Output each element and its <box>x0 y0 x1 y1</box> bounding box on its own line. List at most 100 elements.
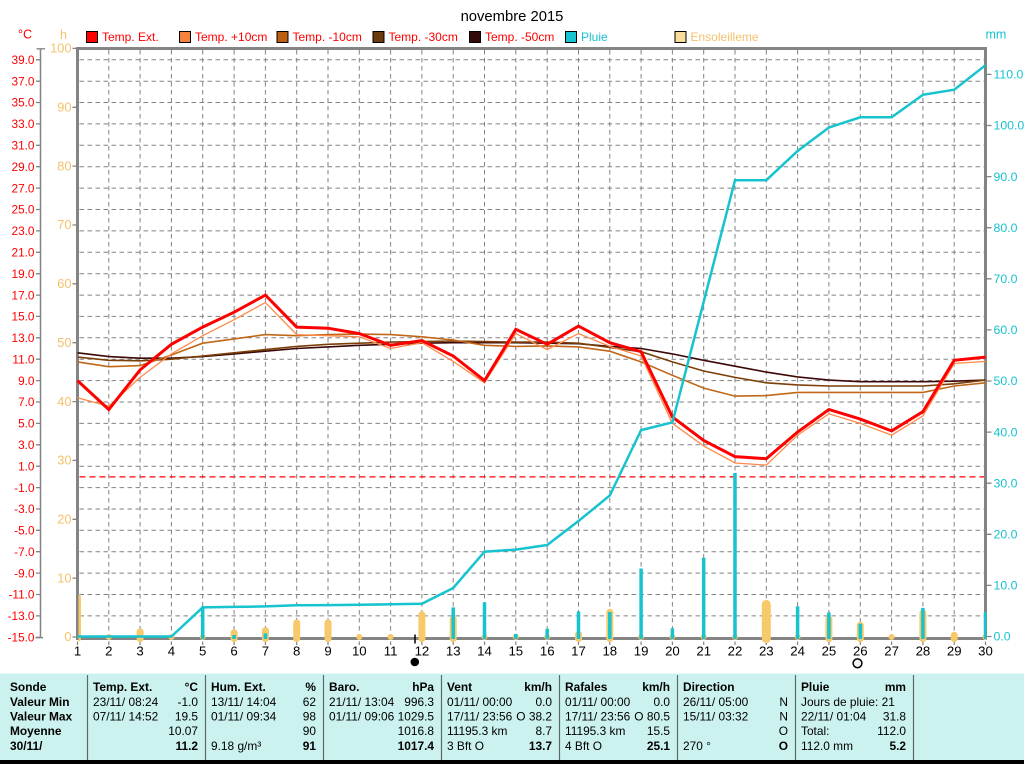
svg-text:90.0: 90.0 <box>994 170 1018 184</box>
svg-text:50: 50 <box>57 335 71 350</box>
svg-text:30: 30 <box>57 453 71 468</box>
svg-text:1029.5: 1029.5 <box>398 710 435 724</box>
svg-text:98: 98 <box>303 710 317 724</box>
svg-text:100: 100 <box>50 41 71 56</box>
svg-text:-3.0: -3.0 <box>14 502 35 516</box>
svg-text:996.3: 996.3 <box>404 695 434 709</box>
svg-text:Direction: Direction <box>683 680 735 694</box>
svg-text:Temp. Ext.: Temp. Ext. <box>102 30 159 44</box>
svg-text:10: 10 <box>352 644 367 659</box>
svg-text:31.0: 31.0 <box>12 139 35 153</box>
svg-text:Hum. Ext.: Hum. Ext. <box>211 680 266 694</box>
svg-text:Rafales: Rafales <box>565 680 608 694</box>
svg-text:km/h: km/h <box>642 680 670 694</box>
svg-text:13.0: 13.0 <box>12 331 35 345</box>
svg-text:21: 21 <box>696 644 711 659</box>
svg-text:12: 12 <box>415 644 430 659</box>
svg-text:39.0: 39.0 <box>12 53 35 67</box>
svg-text:Temp. -50cm: Temp. -50cm <box>485 30 554 44</box>
svg-text:27.0: 27.0 <box>12 181 35 195</box>
svg-text:13/11/ 14:04: 13/11/ 14:04 <box>211 695 277 709</box>
svg-text:0.0: 0.0 <box>535 695 552 709</box>
svg-text:100.0: 100.0 <box>994 119 1024 133</box>
svg-text:19.5: 19.5 <box>175 710 199 724</box>
svg-text:13.7: 13.7 <box>529 739 553 753</box>
svg-text:O: O <box>779 724 788 738</box>
svg-text:270 °: 270 ° <box>683 739 711 753</box>
svg-text:15/11/ 03:32: 15/11/ 03:32 <box>683 710 749 724</box>
svg-text:°C: °C <box>18 28 32 42</box>
svg-text:-7.0: -7.0 <box>14 545 35 559</box>
svg-text:23/11/ 08:24: 23/11/ 08:24 <box>93 695 159 709</box>
svg-text:16: 16 <box>540 644 555 659</box>
svg-text:novembre 2015: novembre 2015 <box>461 9 564 25</box>
svg-text:26: 26 <box>853 644 868 659</box>
svg-text:31.8: 31.8 <box>883 710 907 724</box>
svg-text:30/11/: 30/11/ <box>10 739 43 753</box>
svg-text:90: 90 <box>303 724 317 738</box>
svg-text:N: N <box>779 710 788 724</box>
svg-text:25.1: 25.1 <box>647 739 671 753</box>
svg-text:24: 24 <box>790 644 805 659</box>
svg-text:-1.0: -1.0 <box>178 695 199 709</box>
svg-text:17/11/ 23:56: 17/11/ 23:56 <box>447 710 513 724</box>
svg-text:Vent: Vent <box>447 680 472 694</box>
svg-text:19: 19 <box>634 644 649 659</box>
svg-text:10: 10 <box>57 570 71 585</box>
svg-text:8: 8 <box>293 644 300 659</box>
svg-text:h: h <box>60 28 67 42</box>
svg-text:33.0: 33.0 <box>12 117 35 131</box>
svg-text:01/11/ 00:00: 01/11/ 00:00 <box>447 695 513 709</box>
svg-text:110.0: 110.0 <box>994 68 1024 82</box>
svg-text:20: 20 <box>57 512 71 527</box>
svg-text:5: 5 <box>199 644 206 659</box>
svg-text:Valeur Max: Valeur Max <box>10 710 73 724</box>
svg-text:-5.0: -5.0 <box>14 524 35 538</box>
svg-text:29: 29 <box>947 644 962 659</box>
svg-text:Temp. -30cm: Temp. -30cm <box>389 30 458 44</box>
svg-text:23.0: 23.0 <box>12 224 35 238</box>
svg-text:-11.0: -11.0 <box>8 588 34 602</box>
svg-text:Sonde: Sonde <box>10 680 47 694</box>
svg-text:10.0: 10.0 <box>994 579 1018 593</box>
svg-text:4: 4 <box>168 644 175 659</box>
svg-text:15.5: 15.5 <box>647 724 671 738</box>
svg-text:Jours de pluie: 21: Jours de pluie: 21 <box>801 695 895 709</box>
svg-text:70.0: 70.0 <box>994 272 1018 286</box>
svg-text:20.0: 20.0 <box>994 528 1018 542</box>
svg-text:20: 20 <box>665 644 680 659</box>
svg-text:6: 6 <box>230 644 237 659</box>
svg-text:Baro.: Baro. <box>329 680 359 694</box>
svg-text:4 Bft O: 4 Bft O <box>565 739 602 753</box>
svg-text:18: 18 <box>602 644 617 659</box>
svg-text:112.0: 112.0 <box>877 724 906 738</box>
svg-text:17.0: 17.0 <box>12 288 35 302</box>
svg-text:1.0: 1.0 <box>18 459 35 473</box>
svg-text:N: N <box>779 695 788 709</box>
svg-text:62: 62 <box>303 695 317 709</box>
svg-text:80: 80 <box>57 158 71 173</box>
svg-text:0.0: 0.0 <box>994 630 1011 644</box>
svg-text:27: 27 <box>884 644 899 659</box>
svg-text:-1.0: -1.0 <box>14 481 35 495</box>
svg-text:9: 9 <box>324 644 331 659</box>
svg-text:3.0: 3.0 <box>18 438 35 452</box>
svg-text:-9.0: -9.0 <box>14 566 35 580</box>
svg-text:Total:: Total: <box>801 724 829 738</box>
svg-text:10.07: 10.07 <box>168 724 198 738</box>
svg-text:2: 2 <box>105 644 112 659</box>
svg-text:19.0: 19.0 <box>12 267 35 281</box>
svg-text:28: 28 <box>916 644 931 659</box>
svg-text:50.0: 50.0 <box>994 374 1018 388</box>
svg-text:7.0: 7.0 <box>18 395 35 409</box>
svg-text:O 80.5: O 80.5 <box>634 710 670 724</box>
svg-text:11195.3 km: 11195.3 km <box>565 724 625 738</box>
svg-text:22/11/ 01:04: 22/11/ 01:04 <box>801 710 867 724</box>
svg-text:70: 70 <box>57 217 71 232</box>
svg-text:07/11/ 14:52: 07/11/ 14:52 <box>93 710 159 724</box>
svg-text:91: 91 <box>303 739 317 753</box>
svg-text:60.0: 60.0 <box>994 323 1018 337</box>
svg-text:60: 60 <box>57 276 71 291</box>
svg-text:80.0: 80.0 <box>994 221 1018 235</box>
svg-text:11: 11 <box>384 644 398 659</box>
